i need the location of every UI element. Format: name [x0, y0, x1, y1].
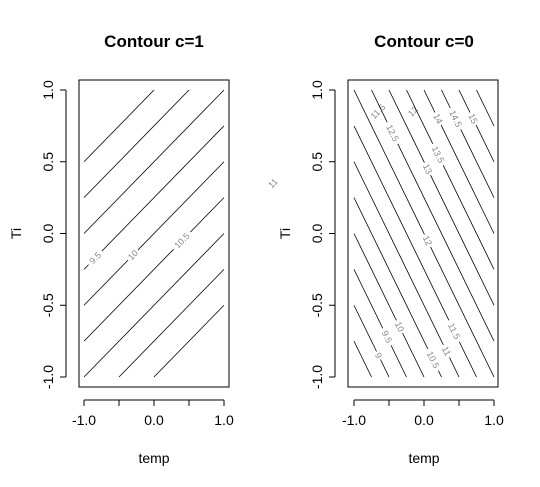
plot-frame: [78, 79, 230, 388]
chart-title: Contour c=1: [104, 32, 204, 51]
contour-label-group: 14: [430, 110, 446, 128]
contour-label-bg: [84, 247, 106, 269]
contour-label-bg: [170, 228, 194, 253]
x-tick-label: -1.0: [72, 412, 96, 428]
contour-label-bg: [391, 318, 408, 336]
y-tick-label: -1.0: [40, 365, 56, 389]
contour-label-bg: [404, 103, 422, 121]
contour-label-bg: [423, 346, 443, 373]
x-tick-label: 1.0: [484, 412, 504, 428]
contour-label: 9: [373, 351, 384, 360]
contour-line-13: [388, 89, 495, 306]
contour-line-9: [353, 305, 390, 378]
contour-label-group: 12.5: [382, 120, 403, 147]
contour-line-8-5: [83, 89, 190, 198]
contour-line-9-5: [83, 125, 225, 270]
contour-label-bg: [419, 232, 436, 250]
contour-label-bg: [438, 342, 454, 360]
contour-line-14: [423, 89, 495, 234]
contour-label-group: 10: [391, 318, 408, 336]
contour-label: 9.5: [380, 329, 394, 345]
contour-label-group: 10.5: [423, 346, 443, 373]
contour-line-9: [83, 89, 225, 234]
contour-label-group: 13: [419, 160, 436, 178]
chart-panel-2: Contour c=0 -1.0 0.0 1.0 temp -1.0 -0.5 0.0 0.5 1…: [277, 32, 504, 466]
contour-label-bg: [378, 326, 396, 348]
x-tick-label: 0.0: [414, 412, 434, 428]
contour-line-8: [83, 89, 155, 163]
contour-label-bg: [428, 141, 448, 168]
contour-line-9-5: [353, 269, 407, 378]
contour-label: 11: [440, 345, 453, 358]
contour-line-15-5: [476, 89, 495, 127]
contour-label-bg: [124, 246, 142, 264]
y-axis-label: Ti: [8, 228, 24, 239]
contour-line-10: [83, 161, 225, 306]
chart-title: Contour c=0: [374, 32, 474, 51]
contour-line-11: [353, 161, 460, 378]
contour-label-group: 15: [465, 110, 481, 128]
contour-label-group: 11.5: [444, 318, 464, 345]
contour-line-12: [353, 89, 495, 378]
contour-label-group: 14.5: [445, 105, 466, 132]
contour-line-10-5: [353, 197, 442, 378]
contour-label-bg: [382, 120, 403, 147]
contour-label-bg: [419, 160, 436, 178]
contour-label: 14: [431, 112, 444, 125]
y-tick-label: -1.0: [309, 365, 325, 389]
y-tick-label: -0.5: [309, 293, 325, 317]
contour-label-group: 9: [372, 349, 385, 362]
contour-label-bg: [445, 105, 466, 132]
y-tick-label: -0.5: [40, 293, 56, 317]
contour-line-14-5: [441, 89, 495, 198]
contour-label: 12: [421, 234, 434, 247]
y-tick-label: 0.0: [40, 224, 56, 244]
contour-line-10-5: [83, 197, 225, 342]
contour-label-bg: [264, 174, 282, 192]
x-tick-label: -1.0: [342, 412, 366, 428]
y-tick-label: 0.5: [40, 152, 56, 172]
y-tick-label: 1.0: [40, 80, 56, 100]
x-axis-label: temp: [408, 450, 439, 466]
contour-line-12: [153, 304, 225, 378]
y-tick-label: 1.0: [309, 80, 325, 100]
contour-line-15: [458, 89, 495, 162]
contour-line-8-5: [353, 340, 372, 378]
contour-label-bg: [444, 318, 464, 345]
contour-label-group: 12: [419, 232, 436, 250]
contour-line-13-5: [406, 89, 495, 270]
chart-panel-1: Contour c=1 -1.0 0.0 1.0 temp -1.0 -0.5 0.0 0.5 1…: [8, 32, 422, 466]
x-axis-label: temp: [138, 450, 169, 466]
contour-label: 15: [466, 112, 479, 125]
contour-label-bg: [465, 110, 481, 128]
contour-line-10: [353, 233, 425, 378]
contour-line-11: [83, 233, 225, 378]
contour-line-11-5: [118, 269, 225, 378]
contour-label-bg: [430, 110, 446, 128]
contour-label-bg: [372, 349, 385, 362]
y-tick-label: 0.5: [309, 152, 325, 172]
y-tick-label: 0.0: [309, 224, 325, 244]
contour-label-group: 9.5: [378, 326, 396, 348]
contour-label-group: 10.5: [170, 228, 194, 253]
x-tick-label: 1.0: [214, 412, 234, 428]
contour-label-bg: [366, 99, 390, 124]
y-axis-label: Ti: [277, 228, 293, 239]
contour-label-group: 11: [264, 174, 282, 192]
x-tick-label: 0.0: [144, 412, 164, 428]
plot-frame: [347, 79, 499, 388]
contour-label: 12: [406, 104, 420, 118]
contour-label-group: 11: [438, 342, 454, 360]
contour-label: 13: [421, 162, 434, 175]
contour-label: 10: [393, 320, 406, 333]
contour-label-group: 12: [404, 103, 422, 121]
